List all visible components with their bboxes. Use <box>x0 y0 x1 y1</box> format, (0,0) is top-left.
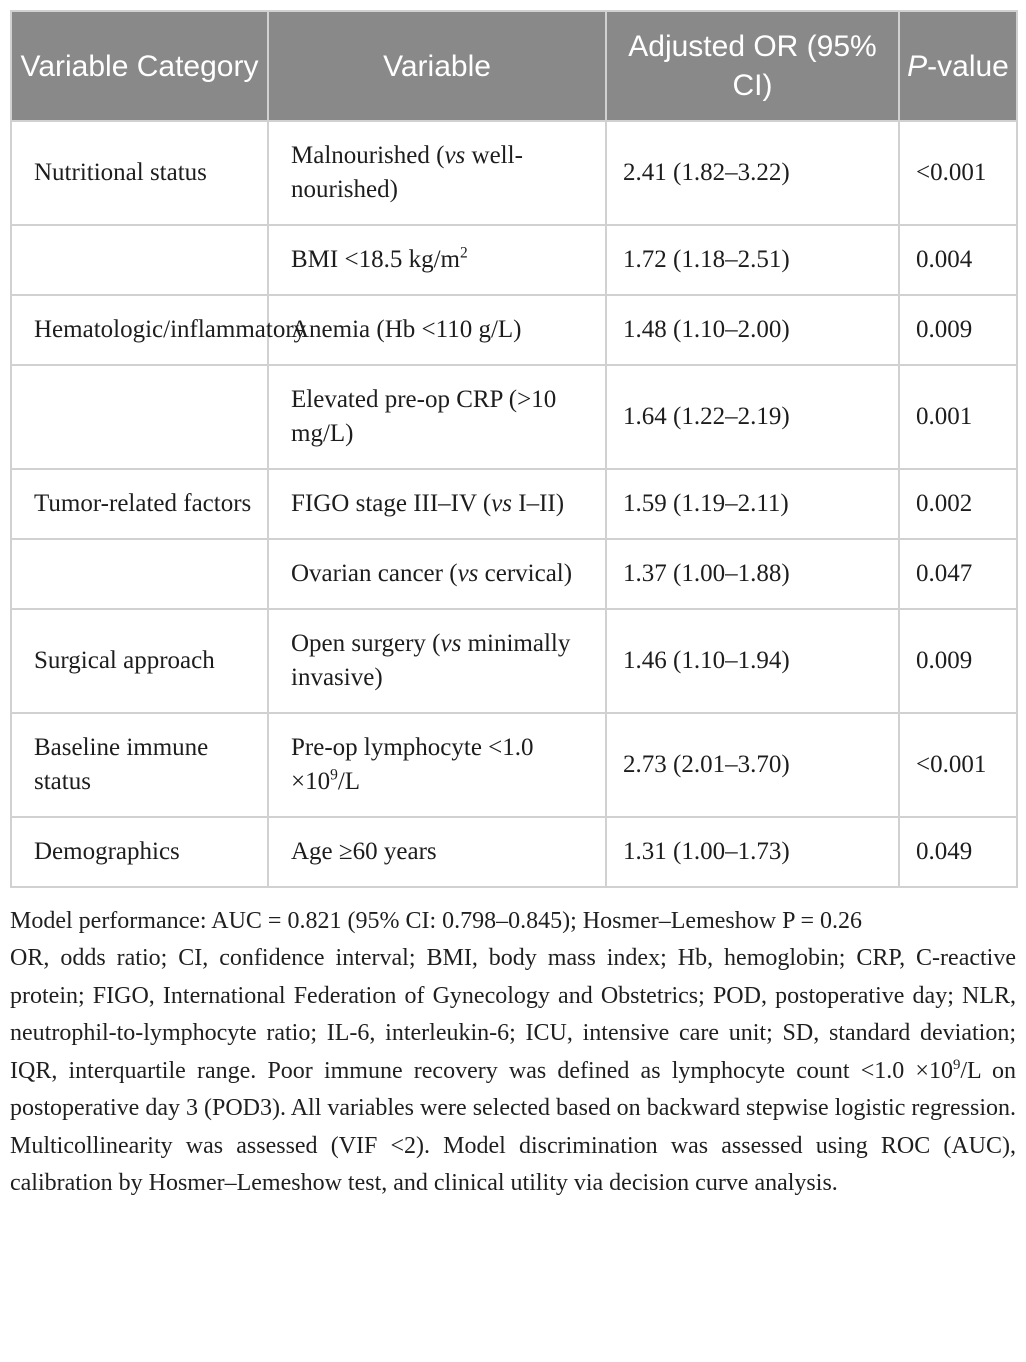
table-row: Tumor-related factors FIGO stage III–IV (… <box>10 468 1018 540</box>
table-row: Nutritional status Malnourished (vs well-… <box>10 120 1018 226</box>
footnote-abbreviations: OR, odds ratio; CI, confidence interval;… <box>10 945 1017 1197</box>
cell-p-value: 0.004 <box>898 224 1018 296</box>
cell-variable: Ovarian cancer (vs cervical) <box>267 538 607 610</box>
cell-p-value: 0.002 <box>898 468 1018 540</box>
table-row: Hematologic/inflammatory Anemia (Hb <110 … <box>10 294 1018 366</box>
cell-variable: Pre-op lymphocyte <1.0 ×109/L <box>267 712 607 818</box>
cell-adjusted-or: 1.48 (1.10–2.00) <box>605 294 900 366</box>
cell-adjusted-or: 1.46 (1.10–1.94) <box>605 608 900 714</box>
cell-p-value: 0.001 <box>898 364 1018 470</box>
cell-adjusted-or: 2.41 (1.82–3.22) <box>605 120 900 226</box>
table-row: Surgical approach Open surgery (vs minima… <box>10 608 1018 714</box>
col-header-p-value: P-value <box>898 10 1018 122</box>
col-header-variable-category: Variable Category <box>10 10 269 122</box>
col-header-variable: Variable <box>267 10 607 122</box>
table-row: Demographics Age ≥60 years 1.31 (1.00–1.73… <box>10 816 1018 888</box>
table-footnote: Model performance: AUC = 0.821 (95% CI: … <box>10 903 1016 1203</box>
table-header-row: Variable Category Variable Adjusted OR (… <box>10 10 1018 122</box>
cell-variable-category: Surgical approach <box>10 608 269 714</box>
table-row: Elevated pre-op CRP (>10 mg/L) 1.64 (1.22… <box>10 364 1018 470</box>
cell-variable: Open surgery (vs minimally invasive) <box>267 608 607 714</box>
table-row: Ovarian cancer (vs cervical) 1.37 (1.00–1… <box>10 538 1018 610</box>
cell-variable: BMI <18.5 kg/m2 <box>267 224 607 296</box>
cell-variable: Age ≥60 years <box>267 816 607 888</box>
cell-variable: Elevated pre-op CRP (>10 mg/L) <box>267 364 607 470</box>
cell-p-value: <0.001 <box>898 712 1018 818</box>
table-body: Nutritional status Malnourished (vs well-… <box>10 120 1018 888</box>
cell-adjusted-or: 1.59 (1.19–2.11) <box>605 468 900 540</box>
cell-adjusted-or: 1.72 (1.18–2.51) <box>605 224 900 296</box>
footnote-model-performance: Model performance: AUC = 0.821 (95% CI: … <box>10 908 863 934</box>
document-page: Variable Category Variable Adjusted OR (… <box>10 10 1018 1203</box>
cell-p-value: <0.001 <box>898 120 1018 226</box>
cell-variable-category <box>10 364 269 470</box>
cell-adjusted-or: 2.73 (2.01–3.70) <box>605 712 900 818</box>
results-table: Variable Category Variable Adjusted OR (… <box>10 10 1018 888</box>
cell-variable: Malnourished (vs well-nourished) <box>267 120 607 226</box>
cell-variable: Anemia (Hb <110 g/L) <box>267 294 607 366</box>
cell-variable-category <box>10 538 269 610</box>
cell-p-value: 0.009 <box>898 294 1018 366</box>
cell-p-value: 0.049 <box>898 816 1018 888</box>
cell-variable-category: Hematologic/inflammatory <box>10 294 306 366</box>
cell-adjusted-or: 1.37 (1.00–1.88) <box>605 538 900 610</box>
cell-variable-category: Tumor-related factors <box>10 468 269 540</box>
col-header-adjusted-or: Adjusted OR (95% CI) <box>605 10 900 122</box>
cell-variable-category: Nutritional status <box>10 120 269 226</box>
table-row: Baseline immune status Pre-op lymphocyte … <box>10 712 1018 818</box>
cell-variable: FIGO stage III–IV (vs I–II) <box>267 468 607 540</box>
cell-adjusted-or: 1.64 (1.22–2.19) <box>605 364 900 470</box>
cell-adjusted-or: 1.31 (1.00–1.73) <box>605 816 900 888</box>
cell-p-value: 0.009 <box>898 608 1018 714</box>
table-row: BMI <18.5 kg/m2 1.72 (1.18–2.51) 0.004 <box>10 224 1018 296</box>
cell-variable-category <box>10 224 269 296</box>
cell-p-value: 0.047 <box>898 538 1018 610</box>
cell-variable-category: Baseline immune status <box>10 712 269 818</box>
cell-variable-category: Demographics <box>10 816 269 888</box>
